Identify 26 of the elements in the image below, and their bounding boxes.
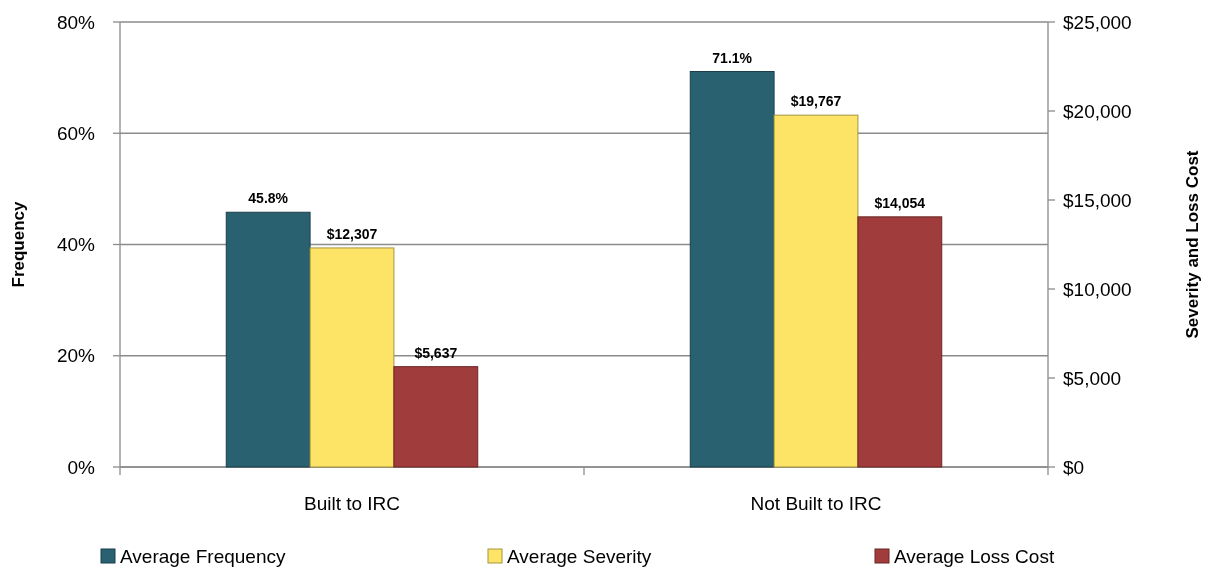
y-tick-label: 60% (56, 122, 96, 144)
bar (393, 366, 479, 468)
data-label: $14,054 (874, 194, 926, 211)
y2-tick-label: $20,000 (1063, 100, 1132, 122)
y2-tick-label: $15,000 (1063, 189, 1132, 211)
data-label: 71.1% (712, 49, 753, 66)
bar (857, 216, 943, 468)
legend-label: Average Frequency (120, 546, 286, 567)
y2-tick-label: $5,000 (1063, 367, 1122, 389)
data-label: 45.8% (248, 190, 289, 207)
x-tick-label: Not Built to IRC (750, 493, 882, 514)
legend-label: Average Severity (507, 546, 652, 567)
y-tick-label: 0% (67, 456, 96, 478)
y2-tick-label: $0 (1063, 456, 1085, 478)
data-label: $12,307 (326, 225, 378, 242)
data-label: $5,637 (414, 344, 458, 361)
x-tick-label: Built to IRC (303, 493, 401, 514)
y2-tick-label: $10,000 (1063, 278, 1132, 300)
data-label: $19,767 (790, 93, 842, 110)
y2-tick-label: $25,000 (1063, 11, 1132, 33)
y2-axis-title: Severity and Loss Cost (1183, 150, 1202, 339)
y-tick-label: 20% (56, 345, 96, 367)
legend-label: Average Loss Cost (894, 546, 1055, 567)
y-tick-label: 80% (56, 11, 96, 33)
y-tick-label: 40% (56, 234, 96, 256)
y-axis-title: Frequency (9, 200, 28, 288)
